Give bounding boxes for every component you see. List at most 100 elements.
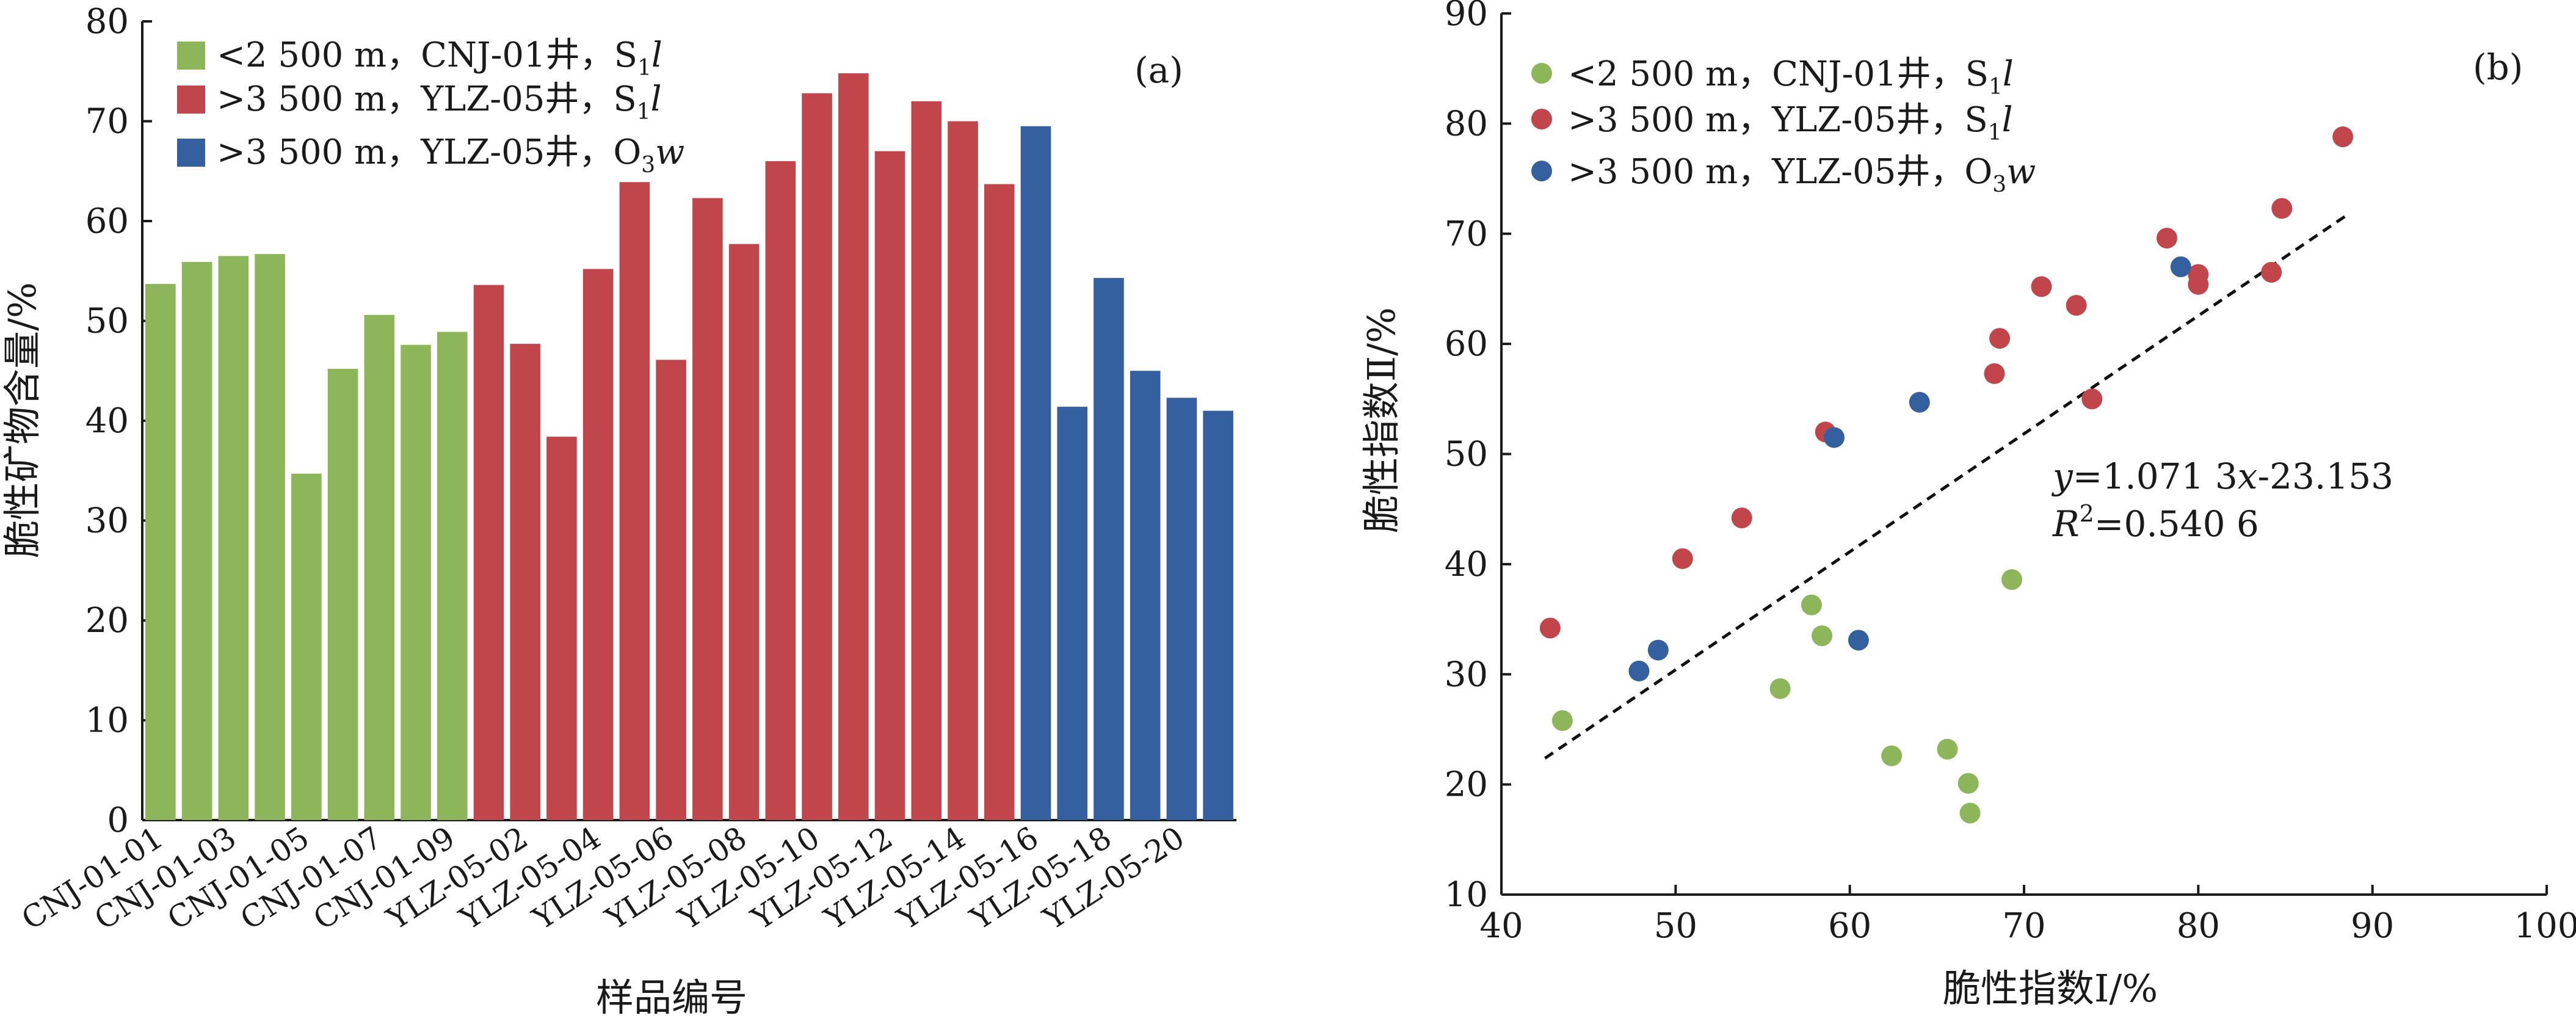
y-tick-label: 0 <box>107 801 129 840</box>
x-tick-label: 70 <box>2002 906 2045 946</box>
bar-red <box>510 344 540 820</box>
bar-green <box>291 473 322 820</box>
scatter-chart-panel: <2 500 m，CNJ-01井，S1l >3 500 m，YLZ-05井，S1… <box>1359 0 2576 1011</box>
y-axis-title: 脆性矿物含量/% <box>0 282 45 558</box>
y-tick-label: 70 <box>85 102 129 142</box>
bar-blue <box>1203 410 1233 820</box>
scatter-point-red <box>1731 507 1752 529</box>
x-tick-label: 100 <box>2514 906 2576 946</box>
y-tick-label: 10 <box>1445 875 1488 915</box>
legend-marker-green <box>1531 63 1552 84</box>
regression-annotation: y=1.071 3x-23.153 R2=0.540 6 <box>2051 456 2393 545</box>
x-tick-label: 40 <box>1479 906 1523 946</box>
scatter-point-green <box>1801 594 1822 616</box>
scatter-point-green <box>1812 625 1833 647</box>
legend-item-blue: >3 500 m，YLZ-05井，O3w <box>217 133 684 178</box>
bar-chart-panel: <2 500 m，CNJ-01井，S1l >3 500 m，YLZ-05井，S1… <box>0 2 1236 1020</box>
bar-blue <box>1020 126 1051 820</box>
legend: <2 500 m，CNJ-01井，S1l >3 500 m，YLZ-05井，S1… <box>1531 54 2036 197</box>
bar-green <box>181 262 212 820</box>
legend-item-green: <2 500 m，CNJ-01井，S1l <box>1568 54 2014 100</box>
y-tick-label: 20 <box>1445 765 1488 805</box>
y-tick-label: 50 <box>85 302 129 341</box>
y-tick-label: 40 <box>85 401 129 441</box>
bar-red <box>473 285 504 820</box>
x-tick-label: 80 <box>2177 906 2220 946</box>
bar-red <box>838 73 869 820</box>
bar-red <box>765 161 796 820</box>
scatter-point-blue <box>1647 639 1669 661</box>
scatter-point-green <box>1881 745 1903 766</box>
scatter-point-green <box>1959 802 1981 824</box>
x-axis-title: 脆性指数Ⅰ/% <box>1943 966 2158 1011</box>
scatter-point-blue <box>1823 427 1845 448</box>
scatter-point-red <box>2031 276 2052 297</box>
scatter-point-green <box>2001 569 2023 590</box>
bar-green <box>437 332 468 820</box>
y-tick-label: 10 <box>85 701 129 741</box>
x-axis-title: 样品编号 <box>596 975 747 1020</box>
bar-green <box>401 344 431 820</box>
trendline <box>1544 214 2348 760</box>
bar-red <box>802 93 832 821</box>
x-tick-label: 60 <box>1828 906 1871 946</box>
scatter-point-red <box>2066 294 2087 316</box>
legend-item-blue: >3 500 m，YLZ-05井，O3w <box>1568 152 2036 197</box>
scatter-point-blue <box>1628 660 1650 681</box>
scatter-point-red <box>2261 261 2282 283</box>
scatter-point-red <box>2271 198 2293 219</box>
bar-green <box>145 284 176 820</box>
bar-red <box>874 151 905 820</box>
y-tick-label: 80 <box>1445 104 1488 144</box>
scatter-point-red <box>2081 388 2103 410</box>
y-tick-label: 30 <box>1445 655 1488 694</box>
bar-blue <box>1130 371 1161 820</box>
bar-red <box>619 182 650 820</box>
bar-red <box>546 437 577 820</box>
x-tick-label: 90 <box>2351 906 2394 946</box>
y-tick-label: 90 <box>1445 0 1488 34</box>
scatter-point-green <box>1957 772 1979 794</box>
panel-label-b: (b) <box>2473 46 2523 88</box>
legend: <2 500 m，CNJ-01井，S1l >3 500 m，YLZ-05井，S1… <box>177 35 684 178</box>
legend-swatch-blue <box>177 139 205 167</box>
bar-green <box>255 253 285 821</box>
bar-red <box>728 244 760 821</box>
y-axis-title: 脆性指数Ⅱ/% <box>1359 307 1404 533</box>
legend-marker-blue <box>1531 161 1552 181</box>
scatter-point-green <box>1937 738 1958 760</box>
legend-item-red: >3 500 m，YLZ-05井，S1l <box>217 79 662 125</box>
bar-blue <box>1166 398 1197 820</box>
scatter-point-green <box>1769 678 1791 699</box>
bar-red <box>911 101 942 820</box>
legend-marker-red <box>1531 109 1552 129</box>
bar-red <box>582 269 614 821</box>
scatter-point-green <box>1551 710 1573 732</box>
legend-item-green: <2 500 m，CNJ-01井，S1l <box>217 35 662 81</box>
scatter-point-red <box>2332 126 2354 148</box>
bar-green <box>327 368 358 820</box>
scatter-point-red <box>1539 617 1561 639</box>
bar-blue <box>1057 407 1087 820</box>
y-tick-label: 80 <box>85 2 129 42</box>
bar-green <box>364 314 395 820</box>
legend-item-red: >3 500 m，YLZ-05井，S1l <box>1568 100 2013 145</box>
scatter-point-red <box>1989 328 2011 349</box>
scatter-point-red <box>2188 274 2209 295</box>
scatter-point-blue <box>2170 256 2191 277</box>
legend-swatch-red <box>177 85 205 114</box>
scatter-point-blue <box>1909 391 1930 413</box>
x-tick-label: 50 <box>1654 906 1697 946</box>
y-tick-label: 30 <box>85 501 129 541</box>
r-squared: R2=0.540 6 <box>2052 500 2259 545</box>
scatter-point-blue <box>1848 630 1869 651</box>
bar-blue <box>1094 278 1124 820</box>
y-tick-label: 50 <box>1445 435 1488 474</box>
bar-red <box>692 198 723 820</box>
regression-equation: y=1.071 3x-23.153 <box>2051 456 2393 497</box>
scatter-point-red <box>2156 227 2177 249</box>
y-tick-label: 40 <box>1445 545 1488 584</box>
legend-swatch-green <box>177 42 205 70</box>
bar-red <box>656 360 686 820</box>
scatter-point-red <box>1672 548 1693 569</box>
